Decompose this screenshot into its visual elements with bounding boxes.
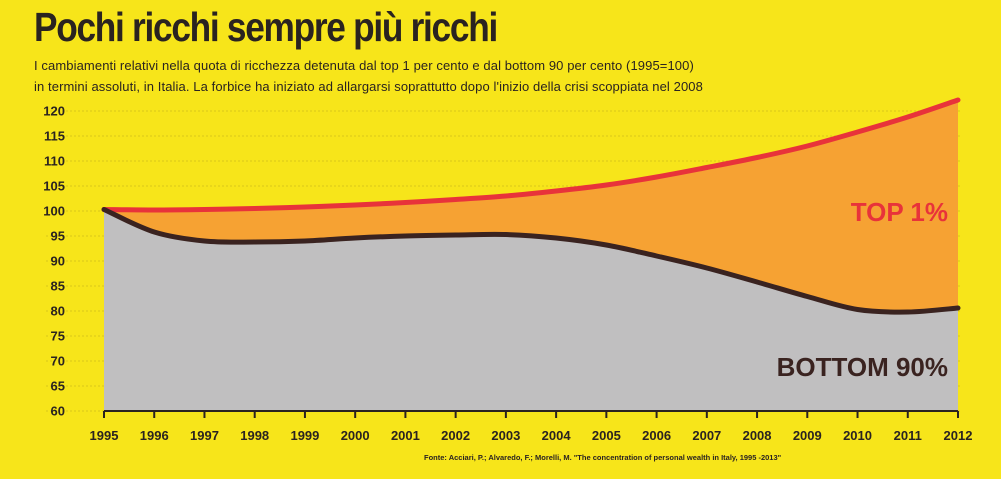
y-tick-label: 70 [51,354,65,369]
source-note: Fonte: Acciari, P.; Alvaredo, F.; Morell… [424,453,782,462]
y-tick-label: 100 [43,204,65,219]
x-tick-label: 2001 [391,428,420,443]
y-tick-label: 80 [51,304,65,319]
x-tick-label: 2008 [743,428,772,443]
x-tick-label: 1999 [290,428,319,443]
x-tick-label: 2000 [341,428,370,443]
series-label-top-1: TOP 1% [851,197,948,227]
chart-subtitle-line-1: I cambiamenti relativi nella quota di ri… [34,58,694,73]
y-tick-label: 115 [44,129,65,144]
y-tick-label: 95 [51,229,65,244]
y-tick-label: 75 [51,329,65,344]
chart-subtitle-line-2: in termini assoluti, in Italia. La forbi… [34,79,703,94]
top-1-line [101,97,961,213]
x-tick-label: 1995 [90,428,119,443]
y-axis-ticks: 60 65 70 75 80 85 90 95 100 105 110 115 120 [43,104,65,419]
x-tick-label: 2012 [944,428,973,443]
x-tick-label: 2005 [592,428,621,443]
chart-title: Pochi ricchi sempre più ricchi [34,4,498,50]
bottom-90-line [101,207,961,315]
x-tick-label: 2009 [793,428,822,443]
x-tick-label: 1997 [190,428,219,443]
x-tick-label: 2010 [843,428,872,443]
x-tick-label: 2011 [894,428,922,443]
x-tick-label: 2002 [441,428,470,443]
y-tick-label: 120 [43,104,65,119]
y-tick-label: 110 [44,154,65,169]
bottom-90-area [104,209,958,411]
x-axis: 1995 1996 1997 1998 1999 2000 2001 2002 2003 2004… [90,410,973,443]
x-tick-label: 2004 [542,428,572,443]
y-tick-label: 60 [51,404,65,419]
y-tick-label: 65 [51,379,65,394]
x-tick-label: 1998 [240,428,269,443]
x-tick-label: 1996 [140,428,169,443]
y-tick-label: 90 [51,254,65,269]
x-tick-label: 2003 [491,428,520,443]
y-tick-label: 85 [51,279,65,294]
top-1-area [104,100,958,313]
x-tick-label: 2006 [642,428,671,443]
x-tick-label: 2007 [692,428,721,443]
series-label-bottom-90: BOTTOM 90% [777,352,948,382]
y-tick-label: 105 [43,179,65,194]
